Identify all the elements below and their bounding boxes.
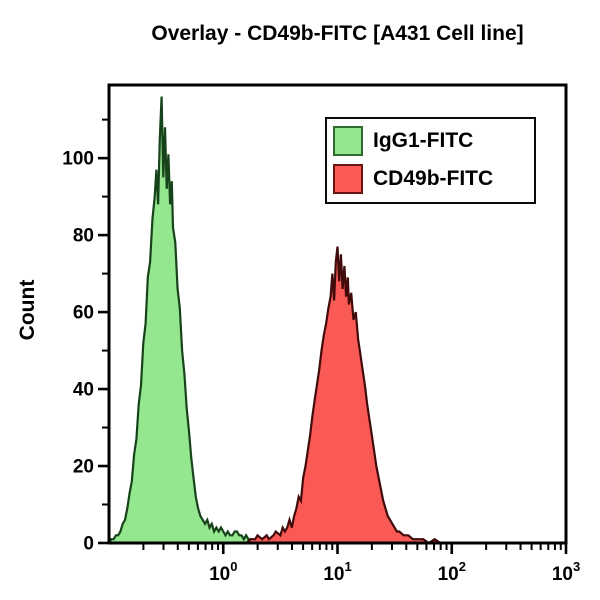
y-axis-tick-label: 40 (73, 380, 94, 401)
legend-item-cd49b: CD49b-FITC (333, 160, 530, 198)
chart-title: Overlay - CD49b-FITC [A431 Cell line] (151, 22, 524, 45)
y-axis-tick-label: 20 (73, 457, 94, 478)
x-axis-tick-label: 101 (323, 559, 351, 585)
y-axis-tick-label: 0 (83, 534, 94, 555)
y-axis-tick-label: 100 (62, 149, 94, 170)
legend-label-cd49b: CD49b-FITC (373, 167, 494, 190)
y-axis-tick-label: 80 (73, 226, 94, 247)
cd49b-swatch (333, 164, 363, 194)
series-igg1-area (107, 96, 255, 545)
legend-item-igg1: IgG1-FITC (333, 122, 530, 160)
plot-frame (107, 83, 568, 545)
series-cd49b-area (243, 246, 444, 545)
x-axis-tick-label: 102 (438, 559, 466, 585)
legend: IgG1-FITC CD49b-FITC (325, 117, 536, 204)
y-axis-tick-label: 60 (73, 303, 94, 324)
x-axis-tick-label: 103 (552, 559, 580, 585)
legend-label-igg1: IgG1-FITC (373, 129, 474, 152)
igg1-swatch (333, 126, 363, 156)
x-axis-tick-label: 100 (209, 559, 237, 585)
